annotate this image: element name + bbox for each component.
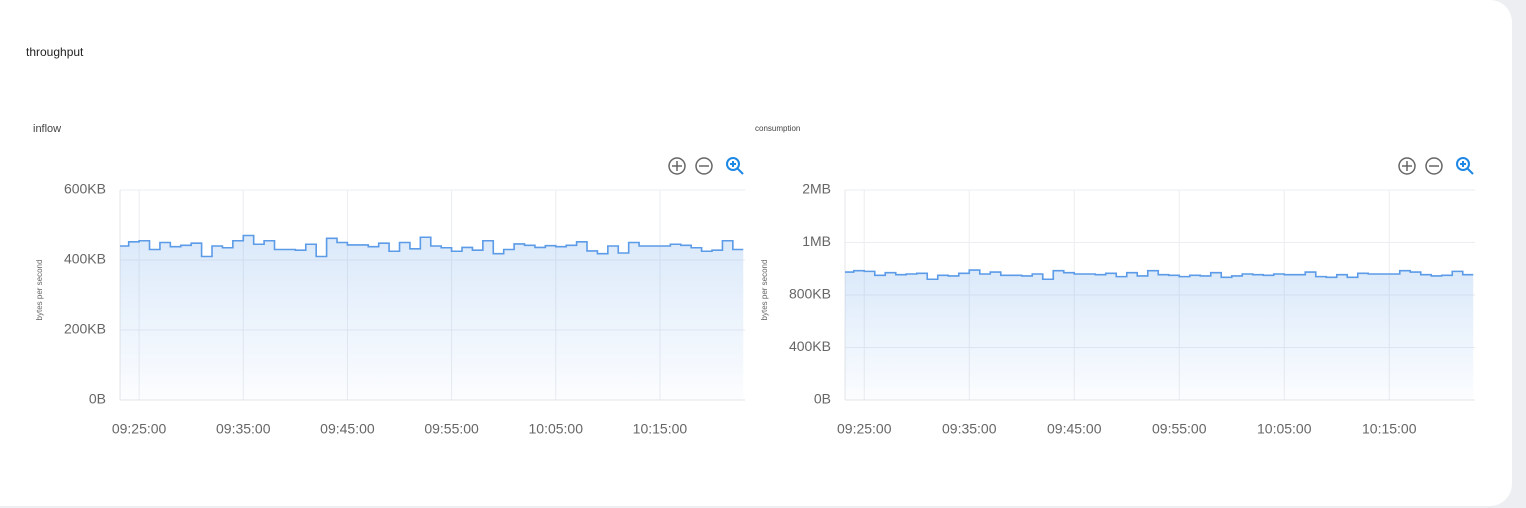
x-tick-label: 10:05:00 bbox=[1257, 421, 1312, 437]
chart-title: inflow bbox=[33, 123, 61, 135]
line bbox=[120, 234, 744, 258]
y-tick-label: 600KB bbox=[64, 181, 106, 197]
x-tick-label: 10:05:00 bbox=[529, 421, 584, 437]
y-tick-label: 200KB bbox=[64, 321, 106, 337]
y-tick-label: 0B bbox=[89, 391, 106, 407]
y-tick-label: 400KB bbox=[789, 338, 831, 354]
y-axis-label: bytes per second bbox=[35, 260, 44, 321]
y-tick-label: 400KB bbox=[64, 251, 106, 267]
x-tick-label: 09:35:00 bbox=[942, 421, 997, 437]
x-tick-label: 09:45:00 bbox=[1047, 421, 1102, 437]
x-tick-label: 09:45:00 bbox=[320, 421, 375, 437]
x-tick-label: 10:15:00 bbox=[633, 421, 688, 437]
line bbox=[845, 269, 1474, 281]
toolbar bbox=[668, 157, 1474, 175]
area bbox=[120, 235, 744, 400]
page-title: throughput bbox=[26, 45, 84, 59]
x-tick-label: 09:55:00 bbox=[424, 421, 479, 437]
x-tick-label: 09:55:00 bbox=[1152, 421, 1207, 437]
y-tick-label: 1MB bbox=[802, 233, 831, 249]
y-tick-label: 2MB bbox=[802, 181, 831, 197]
x-tick-label: 09:25:00 bbox=[837, 421, 892, 437]
y-tick-label: 800KB bbox=[789, 286, 831, 302]
y-axis-label: bytes per second bbox=[760, 260, 769, 321]
x-tick-label: 09:25:00 bbox=[112, 421, 167, 437]
x-tick-label: 10:15:00 bbox=[1362, 421, 1417, 437]
x-tick-label: 09:35:00 bbox=[216, 421, 271, 437]
y-tick-label: 0B bbox=[814, 391, 831, 407]
area bbox=[845, 270, 1474, 400]
chart-title: consumption bbox=[755, 124, 800, 133]
